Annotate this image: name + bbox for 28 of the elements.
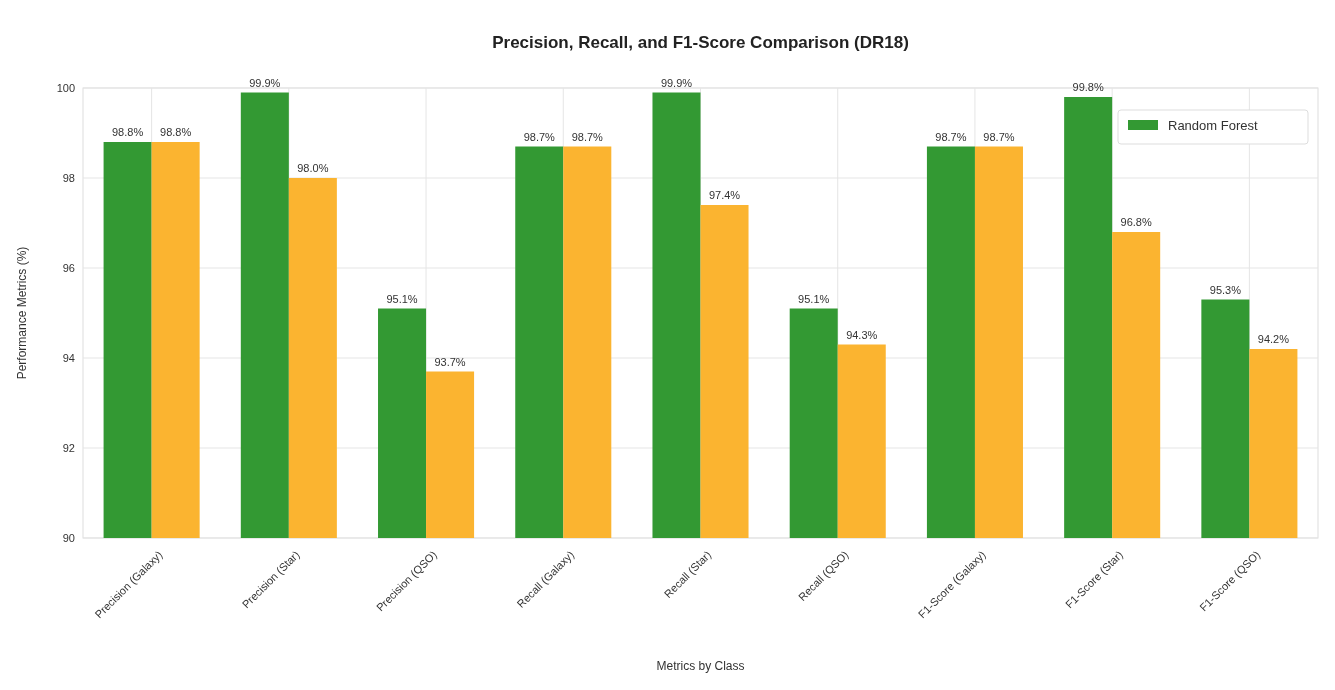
y-tick-label: 94	[62, 351, 75, 364]
data-label: 99.9%	[249, 76, 281, 89]
legend-label: Random Forest	[1168, 117, 1258, 133]
y-tick-label: 92	[62, 441, 75, 454]
data-label: 98.0%	[297, 162, 329, 174]
data-label: 94.3%	[846, 328, 878, 341]
data-label: 99.9%	[660, 76, 693, 89]
data-label: 95.3%	[1209, 283, 1242, 296]
data-label: 98.8%	[160, 126, 192, 138]
data-label: 98.7%	[935, 130, 967, 143]
chart-title: Precision, Recall, and F1-Score Comparison (DR18)	[492, 33, 909, 52]
data-label: 94.2%	[1257, 333, 1290, 345]
data-label: 99.8%	[1072, 81, 1104, 93]
y-tick-label: 96	[62, 261, 75, 274]
data-label: 95.1%	[386, 292, 418, 305]
y-tick-label: 100	[56, 81, 75, 94]
y-tick-label: 90	[62, 531, 75, 544]
data-label: 93.7%	[434, 355, 466, 368]
data-label: 96.8%	[1120, 216, 1152, 228]
y-tick-label: 98	[62, 171, 75, 184]
data-label: 97.4%	[708, 189, 741, 201]
data-label: 98.8%	[112, 126, 144, 138]
data-label: 98.7%	[571, 130, 604, 143]
data-label: 98.7%	[983, 130, 1015, 143]
data-label: 95.1%	[798, 292, 830, 305]
x-axis-title: Metrics by Class	[656, 659, 745, 673]
y-axis-title: Performance Metrics (%)	[15, 246, 29, 380]
data-label: 98.7%	[523, 130, 556, 143]
